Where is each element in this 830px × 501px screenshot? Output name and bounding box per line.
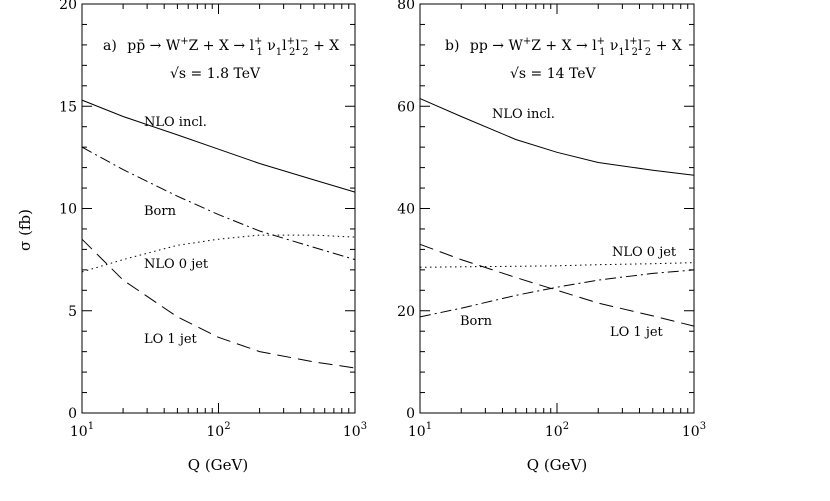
series-label: LO 1 jet <box>144 332 198 347</box>
curves: NLO incl. NLO 0 jet Born LO 1 jet <box>419 98 695 340</box>
series-label: NLO incl. <box>492 107 555 122</box>
x-tick-label: 101 <box>70 421 94 440</box>
series-line-born <box>81 146 356 261</box>
series-line-nlo-incl- <box>81 99 356 193</box>
y-tick-label: 15 <box>59 99 77 115</box>
series-line-nlo-0-jet <box>81 234 356 273</box>
y-tick-label: 60 <box>397 99 415 115</box>
tick-labels: 101 102 103 0 20 40 60 80 <box>397 0 706 440</box>
x-tick-label: 101 <box>408 421 432 440</box>
y-tick-label: 0 <box>406 406 415 422</box>
tick-marks <box>81 3 355 414</box>
x-axis-title: Q (GeV) <box>527 456 587 474</box>
y-tick-label: 40 <box>397 202 415 218</box>
series-line-nlo-incl- <box>419 98 695 176</box>
panel-b: 101 102 103 0 20 40 60 80 NLO incl. NLO 0 jet Bor… <box>397 0 706 474</box>
x-tick-label: 102 <box>545 421 569 440</box>
y-tick-label: 20 <box>59 0 77 13</box>
x-tick-label: 102 <box>206 421 230 440</box>
series-label: Born <box>460 314 493 329</box>
y-tick-label: 20 <box>397 304 415 320</box>
y-tick-label: 5 <box>68 304 77 320</box>
x-axis-title: Q (GeV) <box>188 456 248 474</box>
process-title: a) pp̄ → W+Z + X → l+ 1 ν1l+ 2l− 2 + X <box>103 36 339 58</box>
series-label: LO 1 jet <box>610 325 664 340</box>
series-line-lo-1-jet <box>81 238 356 369</box>
series-label: NLO 0 jet <box>612 245 677 260</box>
curves: NLO incl. Born NLO 0 jet LO 1 jet <box>81 99 356 369</box>
series-label: Born <box>144 204 177 219</box>
y-axis-title: σ (fb) <box>16 209 34 251</box>
y-tick-label: 0 <box>68 406 77 422</box>
series-line-nlo-0-jet <box>419 262 695 268</box>
energy-label: √s = 14 TeV <box>510 66 597 82</box>
panel-a: 101 102 103 0 5 10 15 20 NLO incl. Born NLO 0 jet… <box>59 0 367 474</box>
panel-tag: b) <box>445 38 459 54</box>
energy-label: √s = 1.8 TeV <box>170 66 261 82</box>
series-line-born <box>419 269 695 318</box>
process-title: b) pp → W+Z + X → l+ 1 ν1l+ 2l− 2 + X <box>445 36 682 58</box>
x-tick-label: 103 <box>343 421 367 440</box>
y-tick-label: 10 <box>59 202 77 218</box>
y-tick-label: 80 <box>397 0 415 13</box>
tick-labels: 101 102 103 0 5 10 15 20 <box>59 0 367 440</box>
panel-tag: a) <box>103 38 117 54</box>
series-line-lo-1-jet <box>419 243 695 327</box>
series-label: NLO 0 jet <box>144 257 209 272</box>
x-tick-label: 103 <box>682 421 706 440</box>
series-label: NLO incl. <box>144 115 207 130</box>
